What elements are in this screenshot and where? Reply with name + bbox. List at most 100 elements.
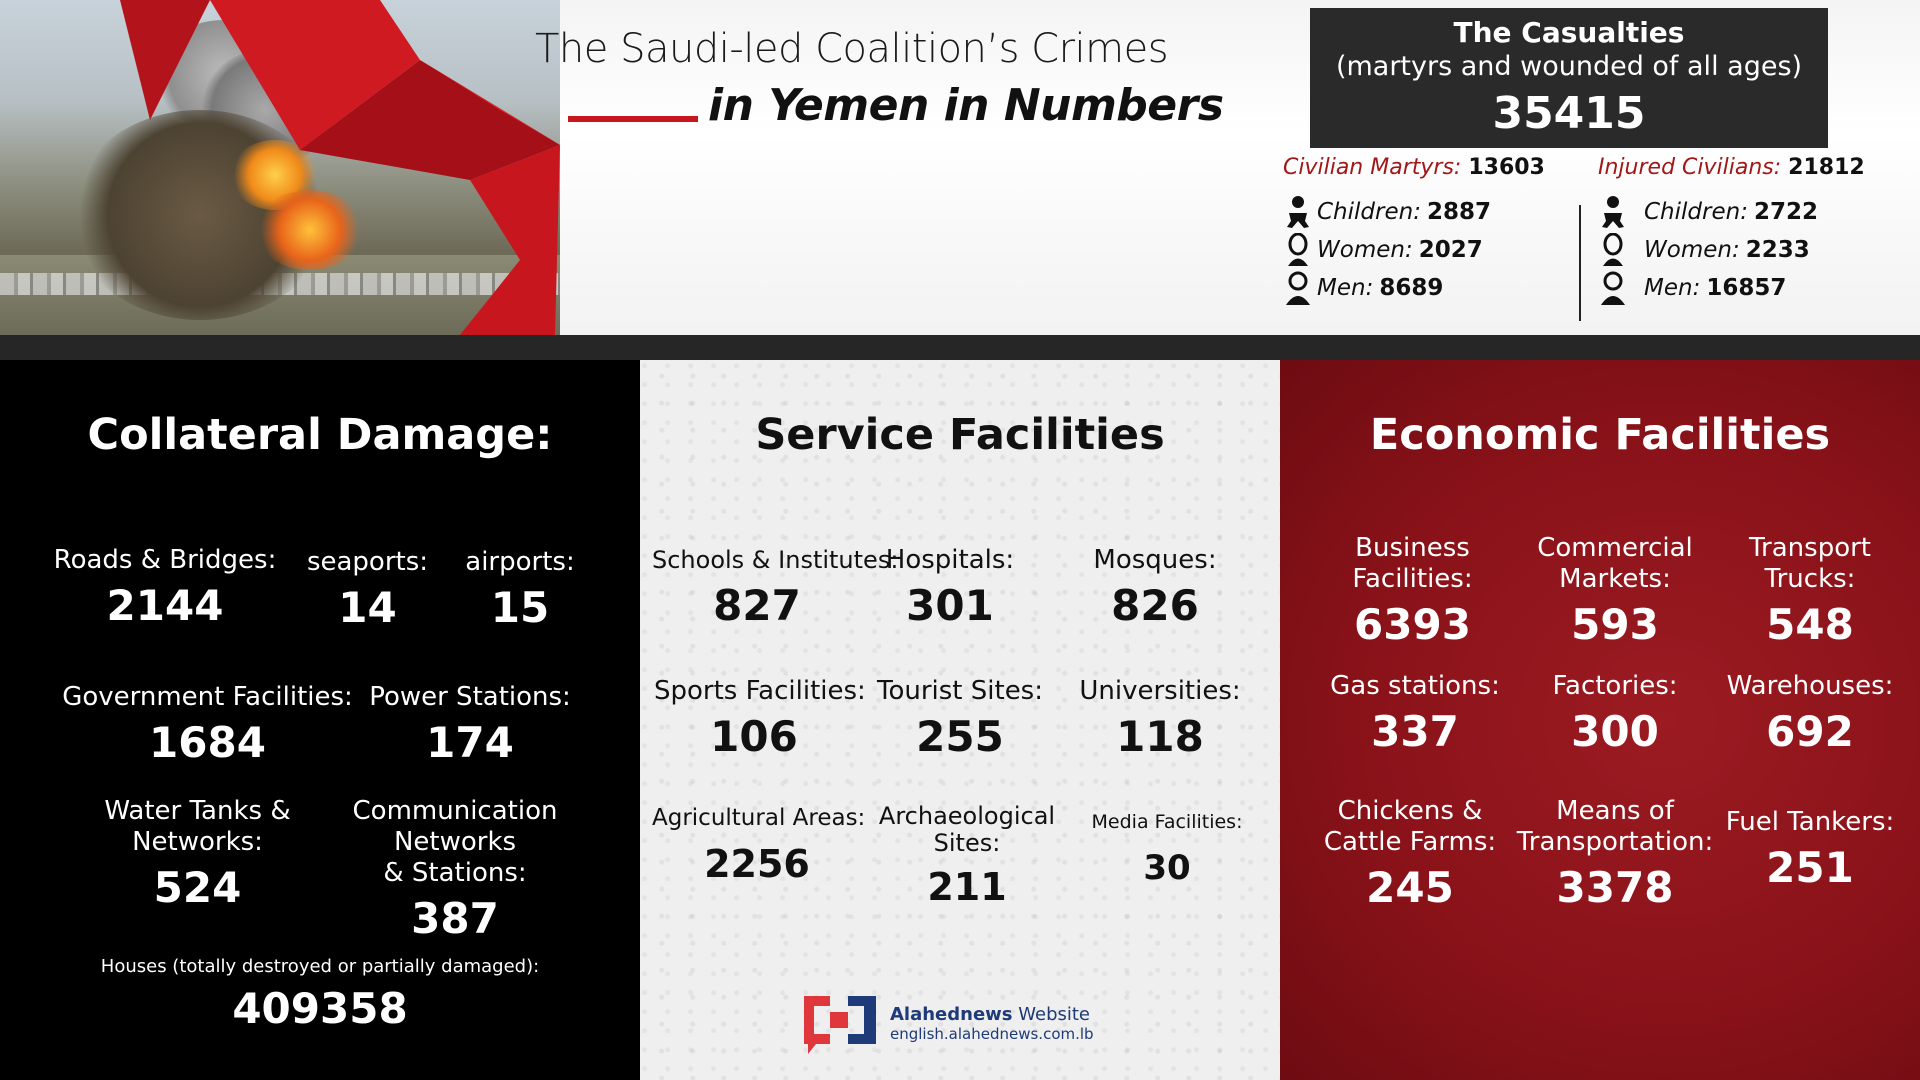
stat-label: Networks: bbox=[132, 827, 263, 857]
economic-facilities-panel: Economic Facilities Business Facilities:… bbox=[1280, 360, 1920, 1080]
stat-label: & Stations: bbox=[383, 858, 527, 888]
stat-airports: airports: 15 bbox=[455, 547, 585, 632]
stat-label: Gas stations: bbox=[1330, 671, 1500, 701]
stat-value: 827 bbox=[713, 581, 801, 630]
stat-value: 826 bbox=[1111, 581, 1199, 630]
collateral-title: Collateral Damage: bbox=[87, 410, 553, 460]
stat-tourist-sites: Tourist Sites: 255 bbox=[875, 676, 1045, 761]
stat-label: Cattle Farms: bbox=[1323, 827, 1497, 857]
child-icon bbox=[1602, 196, 1624, 228]
man-icon bbox=[1601, 271, 1625, 305]
logo-name-rest: Website bbox=[1012, 1003, 1091, 1025]
stat-label: Schools & Institutes: bbox=[652, 546, 899, 574]
martyrs-women-label: Women: bbox=[1317, 237, 1413, 263]
stat-label: Chickens & bbox=[1337, 796, 1483, 826]
martyrs-label: Civilian Martyrs: bbox=[1283, 155, 1462, 180]
stat-value: 6393 bbox=[1354, 600, 1471, 649]
injured-value: 21812 bbox=[1788, 155, 1865, 180]
stat-label: Water Tanks & bbox=[104, 796, 291, 826]
stat-gas-stations: Gas stations: 337 bbox=[1310, 671, 1520, 756]
page-title-line1: The Saudi-led Coalition’s Crimes bbox=[535, 26, 1169, 72]
stat-value: 106 bbox=[710, 712, 798, 761]
stat-value: 118 bbox=[1116, 712, 1204, 761]
martyrs-men-row: Men: 8689 bbox=[1283, 269, 1545, 307]
stat-media-facilities: Media Facilities: 30 bbox=[1082, 807, 1252, 892]
title-accent-bar bbox=[568, 116, 698, 122]
stat-label: Commercial bbox=[1537, 533, 1693, 563]
martyrs-children-value: 2887 bbox=[1426, 199, 1491, 225]
injured-women-row: Women: 2233 bbox=[1598, 231, 1865, 269]
stat-hospitals: Hospitals: 301 bbox=[875, 545, 1025, 630]
stat-schools: Schools & Institutes: 827 bbox=[652, 545, 899, 630]
alahednews-logo[interactable]: Alahednews Website english.alahednews.co… bbox=[800, 990, 1094, 1056]
stat-value: 211 bbox=[927, 865, 1007, 909]
martyrs-value: 13603 bbox=[1468, 155, 1545, 180]
stat-mosques: Mosques: 826 bbox=[1080, 545, 1230, 630]
stat-factories: Factories: 300 bbox=[1525, 671, 1705, 756]
service-facilities-panel: Service Facilities Schools & Institutes:… bbox=[640, 360, 1280, 1080]
stat-label: airports: bbox=[465, 547, 575, 577]
stat-label: Tourist Sites: bbox=[877, 676, 1043, 706]
stat-label: Markets: bbox=[1559, 564, 1671, 594]
stat-label: Sports Facilities: bbox=[654, 676, 866, 706]
stat-communication-networks: Communication Networks & Stations: 387 bbox=[340, 796, 570, 943]
stat-houses: Houses (totally destroyed or partially d… bbox=[60, 955, 580, 1033]
stat-label: Roads & Bridges: bbox=[53, 545, 277, 575]
stat-power-stations: Power Stations: 174 bbox=[365, 682, 575, 767]
martyrs-column: Civilian Martyrs: 13603 Children: 2887 W… bbox=[1283, 155, 1545, 307]
stat-value: 174 bbox=[426, 718, 514, 767]
stat-value: 2256 bbox=[704, 842, 810, 886]
injured-children-label: Children: bbox=[1644, 199, 1748, 225]
stat-value: 245 bbox=[1366, 863, 1454, 912]
stat-sports-facilities: Sports Facilities: 106 bbox=[654, 676, 866, 761]
stat-value: 692 bbox=[1766, 707, 1854, 756]
martyrs-men-label: Men: bbox=[1317, 275, 1374, 301]
stat-business-facilities: Business Facilities: 6393 bbox=[1320, 533, 1505, 649]
stat-fuel-tankers: Fuel Tankers: 251 bbox=[1715, 807, 1905, 892]
injured-women-label: Women: bbox=[1644, 237, 1740, 263]
economic-title: Economic Facilities bbox=[1369, 410, 1831, 460]
injured-children-value: 2722 bbox=[1753, 199, 1818, 225]
stat-value: 548 bbox=[1766, 600, 1854, 649]
stat-label: Facilities: bbox=[1352, 564, 1473, 594]
stat-label: Trucks: bbox=[1764, 564, 1856, 594]
separator-strip bbox=[0, 335, 1920, 360]
casualties-title: The Casualties bbox=[1453, 16, 1685, 49]
injured-women-value: 2233 bbox=[1745, 237, 1810, 263]
stat-value: 251 bbox=[1766, 843, 1854, 892]
stat-roads-bridges: Roads & Bridges: 2144 bbox=[45, 545, 285, 630]
logo-site-name: Alahednews Website bbox=[890, 1004, 1094, 1025]
martyrs-header: Civilian Martyrs: 13603 bbox=[1283, 155, 1545, 180]
martyrs-men-value: 8689 bbox=[1379, 275, 1444, 301]
stat-value: 3378 bbox=[1556, 863, 1674, 912]
stat-value: 14 bbox=[338, 583, 397, 632]
stat-value: 301 bbox=[906, 581, 994, 630]
logo-url[interactable]: english.alahednews.com.lb bbox=[890, 1024, 1094, 1043]
stat-universities: Universities: 118 bbox=[1070, 676, 1250, 761]
stat-label: seaports: bbox=[306, 547, 429, 577]
stat-label: Media Facilities: bbox=[1091, 811, 1243, 833]
stat-label: Communication bbox=[352, 796, 558, 826]
stat-label: Transport bbox=[1748, 533, 1871, 563]
martyrs-women-value: 2027 bbox=[1418, 237, 1483, 263]
injured-column: Injured Civilians: 21812 Children: 2722 … bbox=[1598, 155, 1865, 307]
stat-value: 1684 bbox=[149, 718, 266, 767]
martyrs-children-row: Children: 2887 bbox=[1283, 193, 1545, 231]
stat-value: 524 bbox=[153, 863, 242, 912]
stat-label: Warehouses: bbox=[1726, 671, 1894, 701]
stat-label: Transportation: bbox=[1516, 827, 1714, 857]
service-title: Service Facilities bbox=[755, 410, 1165, 460]
woman-icon bbox=[1288, 233, 1308, 266]
stat-value: 2144 bbox=[106, 581, 224, 630]
injured-men-row: Men: 16857 bbox=[1598, 269, 1865, 307]
stat-label: Mosques: bbox=[1093, 545, 1217, 575]
stat-chickens-cattle-farms: Chickens & Cattle Farms: 245 bbox=[1310, 796, 1510, 912]
stat-value: 409358 bbox=[232, 984, 408, 1033]
header: The Saudi-led Coalition’s Crimes in Yeme… bbox=[0, 0, 1920, 335]
red-ribbon-graphic bbox=[120, 0, 560, 335]
stat-label: Sites: bbox=[933, 829, 1001, 857]
stat-seaports: seaports: 14 bbox=[300, 547, 435, 632]
injured-children-row: Children: 2722 bbox=[1598, 193, 1865, 231]
casualties-divider bbox=[1579, 205, 1581, 321]
stat-value: 300 bbox=[1571, 707, 1659, 756]
